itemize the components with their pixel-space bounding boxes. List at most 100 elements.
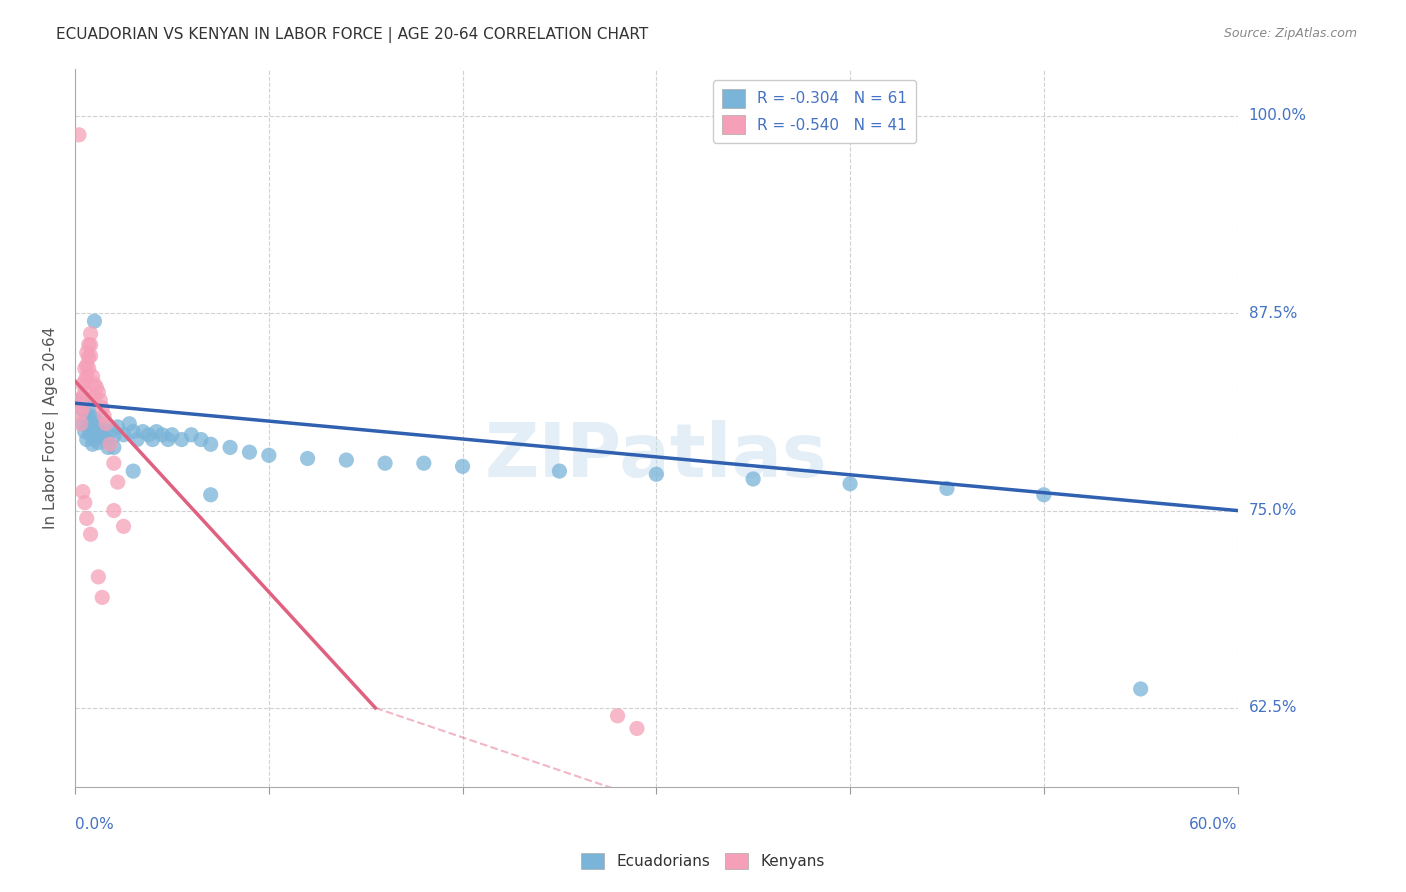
Point bbox=[103, 429, 125, 443]
Point bbox=[935, 482, 957, 496]
Point bbox=[73, 374, 96, 388]
Text: Source: ZipAtlas.com: Source: ZipAtlas.com bbox=[1223, 27, 1357, 40]
Point bbox=[82, 437, 104, 451]
Point bbox=[87, 385, 110, 400]
Text: ECUADORIAN VS KENYAN IN LABOR FORCE | AGE 20-64 CORRELATION CHART: ECUADORIAN VS KENYAN IN LABOR FORCE | AG… bbox=[56, 27, 648, 43]
Point bbox=[412, 456, 434, 470]
Point bbox=[77, 338, 100, 352]
Point bbox=[94, 417, 117, 431]
Point bbox=[107, 420, 129, 434]
Point bbox=[76, 412, 98, 426]
Point bbox=[93, 420, 115, 434]
Point bbox=[79, 427, 101, 442]
Point bbox=[70, 406, 93, 420]
Point bbox=[79, 527, 101, 541]
Point bbox=[83, 390, 105, 404]
Point bbox=[76, 511, 98, 525]
Point bbox=[97, 441, 120, 455]
Point bbox=[98, 437, 121, 451]
Text: 62.5%: 62.5% bbox=[1249, 700, 1298, 715]
Point bbox=[94, 433, 117, 447]
Point bbox=[93, 409, 115, 423]
Point bbox=[79, 338, 101, 352]
Point bbox=[374, 456, 396, 470]
Point bbox=[73, 496, 96, 510]
Point bbox=[219, 441, 242, 455]
Point bbox=[77, 351, 100, 365]
Text: 100.0%: 100.0% bbox=[1249, 109, 1306, 123]
Text: 0.0%: 0.0% bbox=[75, 817, 114, 832]
Point bbox=[70, 417, 93, 431]
Point bbox=[160, 427, 183, 442]
Text: 87.5%: 87.5% bbox=[1249, 306, 1296, 321]
Point bbox=[190, 433, 212, 447]
Point bbox=[72, 401, 94, 415]
Point bbox=[73, 361, 96, 376]
Point bbox=[132, 425, 155, 439]
Point bbox=[1129, 681, 1152, 696]
Point bbox=[145, 425, 167, 439]
Point bbox=[91, 591, 114, 605]
Point bbox=[83, 433, 105, 447]
Legend: Ecuadorians, Kenyans: Ecuadorians, Kenyans bbox=[575, 847, 831, 875]
Point bbox=[451, 459, 474, 474]
Point bbox=[77, 401, 100, 415]
Point bbox=[82, 417, 104, 431]
Point bbox=[103, 441, 125, 455]
Point bbox=[82, 369, 104, 384]
Point bbox=[606, 708, 628, 723]
Point bbox=[77, 361, 100, 376]
Point bbox=[98, 425, 121, 439]
Point bbox=[87, 570, 110, 584]
Point bbox=[112, 427, 135, 442]
Point bbox=[83, 314, 105, 328]
Point bbox=[200, 437, 222, 451]
Text: 60.0%: 60.0% bbox=[1189, 817, 1237, 832]
Point bbox=[79, 409, 101, 423]
Point bbox=[76, 345, 98, 359]
Text: 75.0%: 75.0% bbox=[1249, 503, 1296, 518]
Point bbox=[150, 427, 173, 442]
Point bbox=[200, 488, 222, 502]
Legend: R = -0.304   N = 61, R = -0.540   N = 41: R = -0.304 N = 61, R = -0.540 N = 41 bbox=[713, 79, 917, 143]
Point bbox=[257, 448, 280, 462]
Point bbox=[839, 476, 862, 491]
Point bbox=[118, 417, 141, 431]
Point bbox=[67, 392, 90, 407]
Point bbox=[72, 396, 94, 410]
Point bbox=[170, 433, 193, 447]
Point bbox=[138, 427, 160, 442]
Point bbox=[335, 453, 357, 467]
Point bbox=[297, 451, 319, 466]
Point bbox=[548, 464, 571, 478]
Point bbox=[67, 128, 90, 142]
Point bbox=[645, 467, 668, 482]
Point bbox=[72, 484, 94, 499]
Point bbox=[87, 435, 110, 450]
Point bbox=[89, 392, 111, 407]
Point bbox=[91, 401, 114, 415]
Point bbox=[77, 421, 100, 435]
Point bbox=[122, 464, 145, 478]
Point bbox=[89, 425, 111, 439]
Point bbox=[72, 417, 94, 431]
Point bbox=[73, 425, 96, 439]
Point bbox=[79, 326, 101, 341]
Point bbox=[180, 427, 202, 442]
Y-axis label: In Labor Force | Age 20-64: In Labor Force | Age 20-64 bbox=[44, 326, 59, 529]
Text: ZIPatlas: ZIPatlas bbox=[485, 420, 828, 493]
Point bbox=[107, 475, 129, 490]
Point bbox=[87, 415, 110, 429]
Point bbox=[76, 433, 98, 447]
Point bbox=[76, 369, 98, 384]
Point bbox=[79, 349, 101, 363]
Point bbox=[67, 392, 90, 407]
Point bbox=[103, 503, 125, 517]
Point bbox=[91, 429, 114, 443]
Point bbox=[73, 385, 96, 400]
Point bbox=[1032, 488, 1054, 502]
Point bbox=[103, 456, 125, 470]
Point bbox=[86, 425, 108, 439]
Point bbox=[157, 433, 180, 447]
Point bbox=[76, 359, 98, 373]
